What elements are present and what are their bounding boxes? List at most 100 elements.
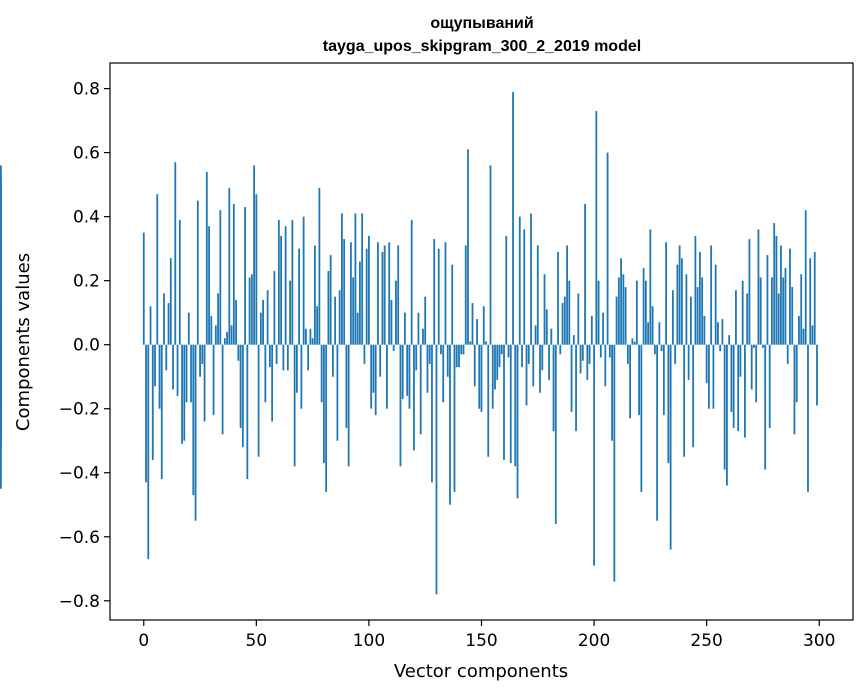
bar-228 xyxy=(656,344,659,521)
bar-268 xyxy=(746,293,749,345)
bar-3 xyxy=(149,306,152,345)
bar-243 xyxy=(689,296,692,345)
bar-64 xyxy=(286,344,289,371)
bar-264 xyxy=(737,344,740,432)
bar-280 xyxy=(773,223,776,345)
bar-160 xyxy=(503,344,505,460)
bar-237 xyxy=(676,264,679,345)
bar-272 xyxy=(755,344,758,403)
bar-122 xyxy=(417,312,420,345)
bar-201 xyxy=(595,111,598,345)
bar-270 xyxy=(750,344,753,390)
bar-190 xyxy=(570,344,573,412)
bar-207 xyxy=(608,344,611,358)
bar-18 xyxy=(183,344,186,441)
bar-208 xyxy=(611,344,613,441)
bar-119 xyxy=(410,219,413,345)
bar-253 xyxy=(712,344,715,409)
y-tick-label: −0.8 xyxy=(59,592,100,612)
bar-26 xyxy=(201,344,204,364)
bar-297 xyxy=(811,325,814,345)
bar-114 xyxy=(399,344,402,467)
y-tick-label: −0.6 xyxy=(59,528,100,548)
bar-275 xyxy=(762,344,764,348)
bar-216 xyxy=(629,344,631,419)
bar-155 xyxy=(491,344,494,409)
bar-259 xyxy=(726,344,728,486)
bar-234 xyxy=(669,344,672,550)
bar-179 xyxy=(545,309,548,345)
bar-175 xyxy=(536,245,539,345)
bar-105 xyxy=(379,344,382,377)
bar-223 xyxy=(644,280,647,345)
bar-195 xyxy=(581,344,584,361)
bar-124 xyxy=(422,328,424,345)
bar-53 xyxy=(262,299,264,345)
bar-159 xyxy=(500,344,503,355)
bar-9 xyxy=(163,293,165,345)
bar-71 xyxy=(302,216,305,345)
bar-136 xyxy=(449,344,451,505)
bar-157 xyxy=(496,344,499,380)
bar-206 xyxy=(606,152,609,345)
bar-167 xyxy=(518,216,521,345)
y-tick-label: 0.6 xyxy=(73,144,100,164)
bar-249 xyxy=(703,315,706,345)
bar-295 xyxy=(807,344,809,492)
bar-267 xyxy=(744,344,746,438)
bar-202 xyxy=(597,280,600,345)
bars-layer xyxy=(0,91,818,595)
bar-285 xyxy=(784,267,787,345)
bar-91 xyxy=(347,344,350,467)
y-tick-label: −0.2 xyxy=(59,400,100,420)
bar-42 xyxy=(237,344,240,361)
bar-162 xyxy=(507,344,510,358)
bar-103 xyxy=(374,344,377,416)
bar-247 xyxy=(699,251,701,345)
bar-40 xyxy=(232,203,235,345)
bar-231 xyxy=(662,344,665,416)
bar-184 xyxy=(557,251,559,345)
bar-96 xyxy=(359,261,361,345)
bar-158 xyxy=(498,344,501,368)
ticks-layer: 0 50 100 150 200 250 300 −0.8 −0.6 −0.4 −0.2 0.0 0.2… xyxy=(59,80,836,651)
bar-292 xyxy=(800,274,803,345)
bar-194 xyxy=(579,344,582,374)
bar-198 xyxy=(588,344,591,364)
bar-214 xyxy=(624,287,627,345)
bar-180 xyxy=(548,344,550,380)
bar-126 xyxy=(426,344,429,393)
bar-283 xyxy=(780,245,782,345)
bar-251 xyxy=(708,344,710,409)
bar-209 xyxy=(613,344,616,582)
bar-129 xyxy=(433,239,436,345)
chart-subtitle: tayga_upos_skipgram_300_2_2019 model xyxy=(323,38,641,55)
bar-238 xyxy=(678,245,681,345)
bar-170 xyxy=(525,344,528,406)
bar-286 xyxy=(786,344,789,364)
bar-82 xyxy=(327,271,330,345)
bar-32 xyxy=(214,325,217,345)
bar-260 xyxy=(728,335,731,345)
bar-115 xyxy=(401,344,404,400)
bar-220 xyxy=(638,344,641,416)
bar-141 xyxy=(460,344,463,355)
bar-217 xyxy=(631,338,634,345)
bar-101 xyxy=(370,344,373,409)
bar-14 xyxy=(174,162,177,345)
bar-125 xyxy=(424,296,427,345)
bar-289 xyxy=(793,344,796,435)
bar-93 xyxy=(352,277,355,345)
bar-117 xyxy=(406,344,409,396)
bar-188 xyxy=(566,245,568,345)
bar-undefined xyxy=(0,242,2,345)
bar-83 xyxy=(329,255,332,345)
bar-0 xyxy=(142,232,145,345)
bar-154 xyxy=(489,165,492,345)
bar-5 xyxy=(154,344,156,387)
bar-232 xyxy=(665,242,668,345)
bar-218 xyxy=(633,341,636,345)
bar-7 xyxy=(158,344,161,409)
bar-48 xyxy=(250,274,253,345)
